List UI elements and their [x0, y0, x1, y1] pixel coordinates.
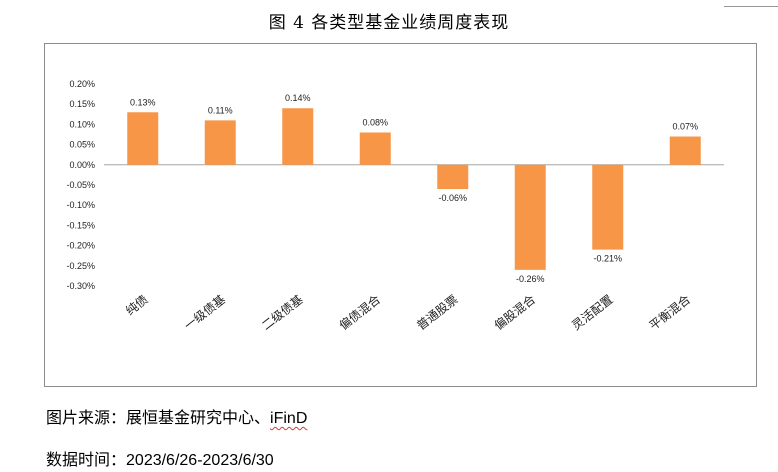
category-label: 纯债: [123, 292, 151, 318]
source-brand: iFinD: [270, 410, 308, 427]
category-label: 普通股票: [414, 292, 460, 333]
source-line: 图片来源：展恒基金研究中心、iFinD: [46, 404, 307, 428]
category-label: 偏债混合: [336, 292, 383, 333]
category-label: 平衡混合: [646, 292, 693, 333]
data-label: 0.11%: [208, 105, 233, 115]
y-tick-label: -0.05%: [66, 180, 95, 190]
bar-chart: 0.20% 0.15% 0.10% 0.05% 0.00% -0.05% -0.10% -0.…: [66, 79, 724, 333]
data-label: 0.14%: [285, 93, 311, 103]
data-label: 0.07%: [672, 122, 698, 132]
bar: [514, 164, 546, 270]
category-label: 二级债基: [259, 292, 305, 333]
page-title: 图 4 各类型基金业绩周度表现: [268, 13, 510, 33]
source-text: 展恒基金研究中心、: [126, 408, 271, 427]
y-tick-label: -0.10%: [66, 200, 95, 210]
bar: [437, 164, 469, 190]
y-tick-label: -0.20%: [66, 241, 95, 251]
data-label: -0.06%: [438, 193, 467, 203]
bar: [127, 112, 159, 165]
bar: [592, 164, 624, 250]
y-tick-label: -0.15%: [66, 220, 95, 230]
y-tick-label: 0.20%: [69, 79, 95, 89]
y-tick-label: 0.00%: [69, 160, 95, 170]
bar: [669, 136, 701, 165]
date-value: 2023/6/26-2023/6/30: [126, 452, 274, 469]
header-rule: [724, 0, 778, 7]
data-label: -0.21%: [593, 254, 622, 264]
date-label: 数据时间：: [46, 450, 127, 469]
y-tick-label: 0.10%: [69, 119, 95, 129]
bar: [204, 120, 236, 165]
bar: [359, 132, 391, 165]
data-label: -0.26%: [516, 274, 545, 284]
category-label: 灵活配置: [569, 292, 615, 333]
data-label: 0.08%: [362, 117, 388, 127]
category-label: 偏股混合: [491, 292, 538, 333]
data-label: 0.13%: [130, 97, 156, 107]
y-tick-label: -0.25%: [66, 261, 95, 271]
y-tick-label: 0.05%: [69, 140, 95, 150]
date-line: 数据时间：2023/6/26-2023/6/30: [46, 446, 274, 470]
source-label: 图片来源：: [46, 408, 127, 427]
category-label: 一级债基: [182, 292, 228, 333]
y-tick-label: 0.15%: [69, 99, 95, 109]
y-tick-label: -0.30%: [66, 281, 95, 291]
chart-frame: [44, 43, 757, 387]
bar: [282, 108, 314, 165]
